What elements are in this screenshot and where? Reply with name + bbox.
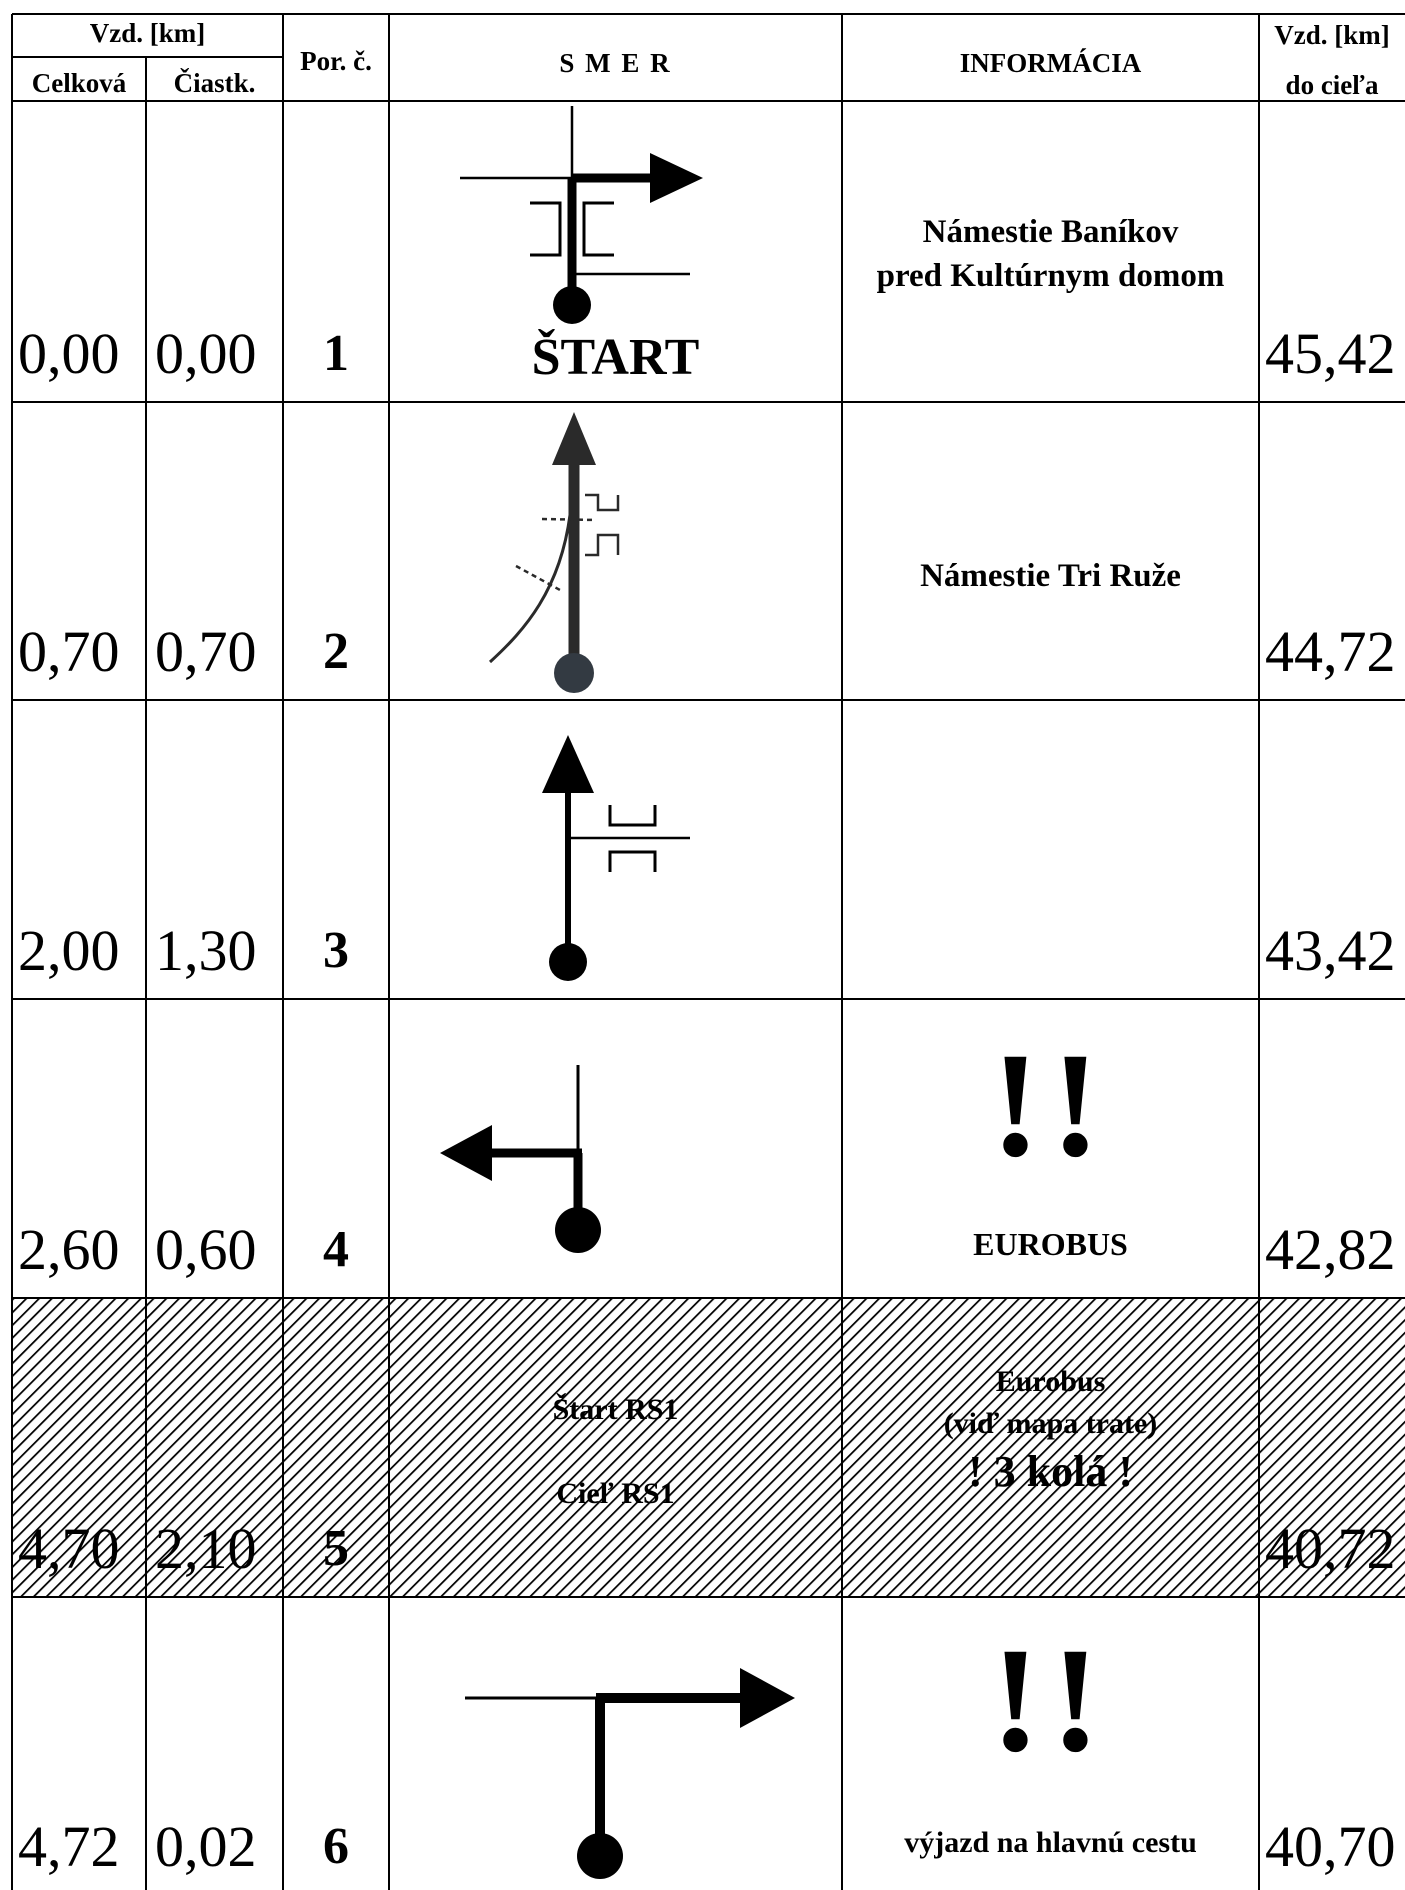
table-grid bbox=[11, 13, 1405, 1890]
header-por: Por. č. bbox=[300, 46, 372, 76]
row-3-ciastk: 1,30 bbox=[155, 918, 257, 983]
row-5-celkova: 4,70 bbox=[18, 1516, 120, 1581]
row-1-ciastk: 0,00 bbox=[155, 321, 257, 386]
row-2-ciastk: 0,70 bbox=[155, 619, 257, 684]
header-smer: S M E R bbox=[559, 48, 672, 78]
row-3-por: 3 bbox=[323, 922, 349, 979]
row-1-celkova: 0,00 bbox=[18, 321, 120, 386]
row-5-do-ciela: 40,72 bbox=[1265, 1516, 1396, 1581]
turn-right-start-icon bbox=[460, 106, 703, 324]
hatched-row-5 bbox=[12, 1298, 1405, 1596]
row-5-smer-line-2: Cieľ RS1 bbox=[556, 1477, 675, 1510]
straight-ahead-icon bbox=[488, 412, 620, 693]
row-3-celkova: 2,00 bbox=[18, 918, 120, 983]
row-5-smer-line-1: Štart RS1 bbox=[552, 1393, 679, 1426]
turn-left-icon bbox=[440, 1065, 601, 1253]
row-6-info-line-1: výjazd na hlavnú cestu bbox=[904, 1826, 1197, 1859]
header-ciastk: Čiastk. bbox=[173, 68, 256, 98]
row-4-info-line-1: EUROBUS bbox=[973, 1226, 1128, 1262]
straight-bridge-icon bbox=[542, 735, 690, 981]
row-6-ciastk: 0,02 bbox=[155, 1814, 257, 1879]
row-2-por: 2 bbox=[323, 623, 349, 680]
header-do-ciela: do cieľa bbox=[1285, 70, 1379, 100]
row-5-info-line-3: ! 3 kolá ! bbox=[968, 1447, 1133, 1496]
header-informacia: INFORMÁCIA bbox=[959, 48, 1142, 78]
row-6-warning-mark: !! bbox=[990, 1617, 1111, 1783]
start-label: ŠTART bbox=[531, 329, 700, 386]
row-4-celkova: 2,60 bbox=[18, 1217, 120, 1282]
row-3-do-ciela: 43,42 bbox=[1265, 918, 1396, 983]
row-2-do-ciela: 44,72 bbox=[1265, 619, 1396, 684]
row-1-do-ciela: 45,42 bbox=[1265, 321, 1396, 386]
row-5-ciastk: 2,10 bbox=[155, 1516, 257, 1581]
row-2-celkova: 0,70 bbox=[18, 619, 120, 684]
row-4-por: 4 bbox=[323, 1221, 349, 1278]
row-6-do-ciela: 40,70 bbox=[1265, 1814, 1396, 1879]
row-1-info-line-2: pred Kultúrnym domom bbox=[876, 258, 1225, 294]
row-6-por: 6 bbox=[323, 1818, 349, 1875]
turn-right-icon bbox=[465, 1668, 795, 1879]
header-celkova: Celková bbox=[31, 68, 127, 98]
row-1-info-line-1: Námestie Baníkov bbox=[922, 214, 1179, 250]
row-4-ciastk: 0,60 bbox=[155, 1217, 257, 1282]
row-5-info-line-1: Eurobus bbox=[995, 1365, 1106, 1398]
header-distance-right: Vzd. [km] bbox=[1274, 20, 1390, 50]
row-4-warning-mark: !! bbox=[990, 1022, 1111, 1188]
header-distance: Vzd. [km] bbox=[89, 18, 206, 48]
row-1-por: 1 bbox=[323, 325, 349, 382]
row-2-info-line-1: Námestie Tri Ruže bbox=[920, 558, 1181, 594]
row-5-info-line-2: (viď mapa trate) bbox=[943, 1407, 1158, 1440]
row-6-celkova: 4,72 bbox=[18, 1814, 120, 1879]
row-4-do-ciela: 42,82 bbox=[1265, 1217, 1396, 1282]
row-5-por: 5 bbox=[323, 1520, 349, 1577]
